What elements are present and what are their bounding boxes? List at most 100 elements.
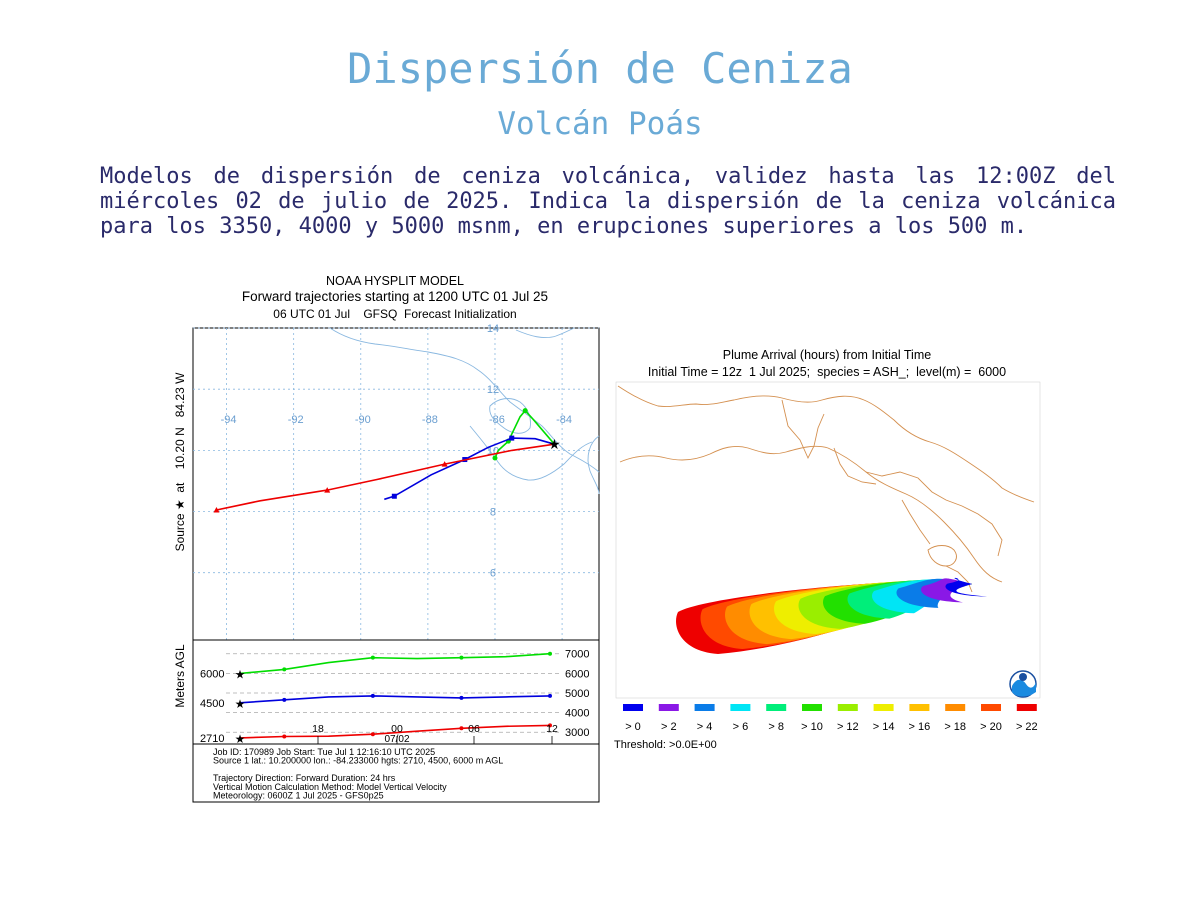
trajectory-marker <box>492 455 498 461</box>
info-line: Source 1 lat.: 10.200000 lon.: -84.23300… <box>213 756 503 766</box>
description-paragraph: Modelos de dispersión de ceniza volcánic… <box>100 164 1116 239</box>
page-subtitle: Volcán Poás <box>497 106 703 142</box>
info-line: Trajectory Direction: Forward Duration: … <box>213 773 396 783</box>
legend-label: > 10 <box>801 721 823 733</box>
legend-swatch <box>623 704 643 711</box>
height-marker <box>548 651 552 656</box>
legend-label: > 18 <box>944 721 966 733</box>
height-tick-label: 4000 <box>565 708 589 720</box>
height-marker <box>459 695 464 700</box>
legend-label: > 6 <box>733 721 749 733</box>
legend-swatch <box>766 704 787 711</box>
legend-label: > 22 <box>1016 721 1038 733</box>
page-title: Dispersión de Ceniza <box>347 44 853 93</box>
legend-label: > 8 <box>768 721 784 733</box>
legend-swatch <box>1016 704 1037 711</box>
height-profile-6000 <box>239 652 551 675</box>
source-star-icon: ★ <box>548 436 561 452</box>
plume-map-area <box>615 381 1041 699</box>
height-x-tick-label: 18 <box>312 723 324 735</box>
height-tick-label: 3000 <box>565 727 589 739</box>
height-x-tick-label: 12 <box>546 723 558 735</box>
trajectory-line-6000 <box>494 409 556 459</box>
legend-label: > 20 <box>980 721 1002 733</box>
height-tick-label: 6000 <box>565 668 589 680</box>
height-tick-label: 7000 <box>565 649 589 661</box>
height-ylabel: Meters AGL <box>173 644 187 708</box>
height-start-label: 4500 <box>200 698 224 710</box>
height-marker <box>459 726 464 731</box>
trajectory-line-4500 <box>384 437 555 501</box>
legend-label: > 2 <box>661 721 677 733</box>
height-marker <box>282 734 287 739</box>
noaa-logo <box>1009 670 1037 698</box>
hysplit-subtitle-2: 06 UTC 01 Jul GFSQ Forecast Initializati… <box>273 307 516 321</box>
height-x-tick-label: 06 <box>468 723 480 735</box>
trajectory-marker <box>441 461 448 467</box>
lon-tick-label: -92 <box>288 414 304 426</box>
height-marker <box>459 655 464 660</box>
legend-label: > 12 <box>837 721 859 733</box>
plume-title: Plume Arrival (hours) from Initial Time <box>723 348 931 362</box>
legend-label: > 16 <box>909 721 931 733</box>
trajectory-marker <box>391 493 397 499</box>
lat-tick-label: 8 <box>490 507 496 519</box>
height-profile-2710 <box>239 724 551 739</box>
lat-tick-label: 6 <box>490 568 496 580</box>
plume-map-borders <box>617 385 1035 593</box>
legend-swatch <box>658 704 679 711</box>
info-line: Job ID: 170989 Job Start: Tue Jul 1 12:1… <box>213 747 435 757</box>
height-start-label: 2710 <box>200 733 224 745</box>
trajectory-line-2710 <box>216 443 555 511</box>
height-date-label: 07/02 <box>384 734 409 745</box>
height-marker <box>548 693 552 698</box>
info-line: Vertical Motion Calculation Method: Mode… <box>213 782 447 792</box>
height-start-label: 6000 <box>200 668 224 680</box>
hysplit-title: NOAA HYSPLIT MODEL <box>326 274 464 288</box>
hysplit-subtitle-1: Forward trajectories starting at 1200 UT… <box>242 289 548 304</box>
height-profile-4500 <box>239 695 551 704</box>
height-start-star-icon: ★ <box>235 732 246 746</box>
lon-tick-label: -94 <box>221 414 237 426</box>
lon-tick-label: -84 <box>556 414 572 426</box>
lon-tick-label: -86 <box>489 414 505 426</box>
height-tick-label: 5000 <box>565 688 589 700</box>
trajectory-marker <box>522 408 528 414</box>
legend-label: > 14 <box>873 721 895 733</box>
info-line: Meteorology: 0600Z 1 Jul 2025 - GFS0p25 <box>213 791 384 801</box>
trajectory-marker <box>324 487 331 493</box>
lat-tick-label: 14 <box>487 323 499 335</box>
lon-tick-label: -90 <box>355 414 371 426</box>
legend-swatch <box>873 704 894 711</box>
height-panel: Meters AGL 7000 6000 5000 4000 3000 ★ 6000 ★ 450… <box>173 639 600 746</box>
hysplit-source-label: Source ★ at 10.20 N 84.23 W <box>173 372 187 552</box>
height-marker <box>370 693 375 698</box>
height-start-star-icon: ★ <box>235 667 246 681</box>
height-marker <box>548 723 552 728</box>
legend-swatch <box>694 704 715 711</box>
legend-swatch <box>945 704 966 711</box>
height-marker <box>282 697 287 702</box>
lat-tick-label: 12 <box>487 384 499 396</box>
height-marker <box>282 667 287 672</box>
legend-swatch <box>837 704 858 711</box>
plume-threshold: Threshold: >0.0E+00 <box>614 739 717 751</box>
height-marker <box>370 655 375 660</box>
legend-label: > 0 <box>625 721 641 733</box>
legend-swatch <box>981 704 1001 711</box>
plume-arrival-chart: Plume Arrival (hours) from Initial Time … <box>614 348 1041 751</box>
legend-swatch <box>730 704 751 711</box>
legend-swatch <box>909 704 930 711</box>
height-marker <box>370 732 375 737</box>
plume-band-0 <box>945 577 988 597</box>
trajectory-marker <box>509 435 515 441</box>
height-start-star-icon: ★ <box>235 697 246 711</box>
legend-label: > 4 <box>697 721 713 733</box>
plume-subtitle: Initial Time = 12z 1 Jul 2025; species =… <box>648 365 1006 379</box>
hysplit-trajectory-chart: NOAA HYSPLIT MODEL Forward trajectories … <box>173 274 600 803</box>
lon-tick-label: -88 <box>422 414 438 426</box>
trajectory-marker <box>213 507 220 513</box>
height-x-tick-label: 00 <box>391 723 403 735</box>
info-panel: Job ID: 170989 Job Start: Tue Jul 1 12:1… <box>192 743 600 803</box>
